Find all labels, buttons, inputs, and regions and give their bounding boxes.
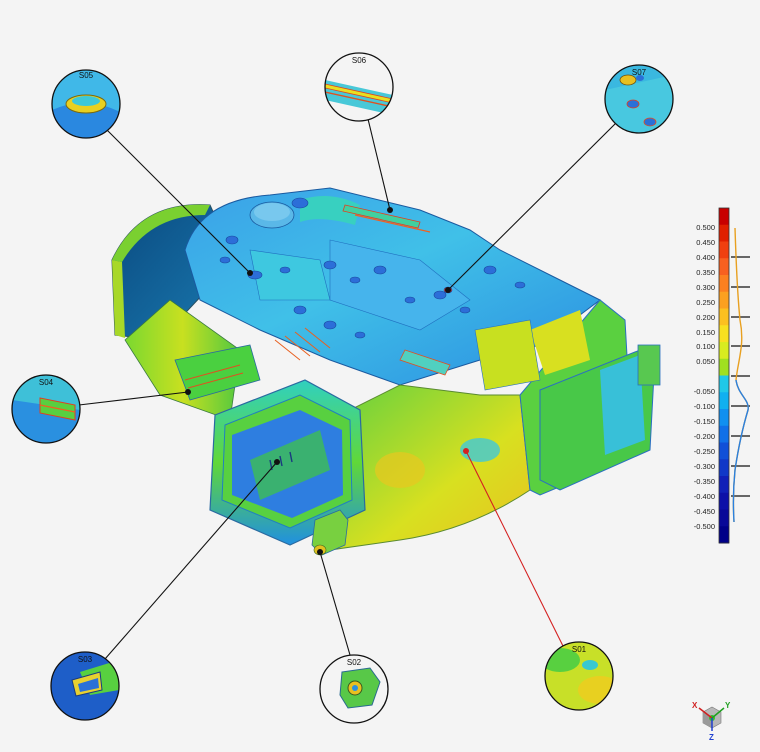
callout-s01[interactable]: S01 — [540, 641, 622, 711]
color-scale-label: 0.350 — [696, 268, 715, 277]
leader-s05 — [104, 127, 251, 274]
color-scale-label: -0.100 — [694, 402, 715, 411]
color-scale-label: -0.200 — [694, 432, 715, 441]
color-scale-ticks — [731, 256, 750, 497]
leader-s07 — [447, 122, 617, 291]
leader-s01 — [465, 450, 564, 647]
callout-label-s06: S06 — [352, 56, 367, 65]
color-scale-swatch — [719, 308, 729, 326]
callout-label-s07: S07 — [632, 68, 647, 77]
anchor-s07 — [445, 287, 451, 293]
leader-lines — [78, 118, 617, 660]
color-scale-swatch — [719, 258, 729, 276]
color-scale-swatch — [719, 425, 729, 443]
color-scale-label: -0.450 — [694, 507, 715, 516]
anchor-s03 — [274, 459, 280, 465]
callout-s05[interactable]: S05 — [51, 69, 121, 139]
color-scale-label: 0.500 — [696, 223, 715, 232]
color-scale-swatch — [719, 241, 729, 259]
leader-s04 — [78, 391, 189, 406]
color-scale-swatch — [719, 342, 729, 360]
color-scale-swatch — [719, 291, 729, 309]
color-scale-swatch — [719, 358, 729, 376]
leader-anchors — [185, 207, 469, 555]
color-scale-swatch — [719, 459, 729, 477]
color-scale-label: 0.100 — [696, 342, 715, 351]
color-scale-swatch — [719, 208, 729, 226]
color-scale-label: 0.150 — [696, 328, 715, 337]
color-scale-label: 0.250 — [696, 298, 715, 307]
anchor-s01 — [463, 448, 469, 454]
callout-s03[interactable]: S03 — [50, 651, 120, 721]
callout-label-s01: S01 — [572, 645, 587, 654]
color-scale-label: -0.350 — [694, 477, 715, 486]
color-scale-labels: 0.500 0.450 0.400 0.350 0.300 0.250 0.200 0.150… — [694, 223, 715, 531]
callout-s06[interactable]: S06 — [324, 52, 394, 122]
color-scale-label: 0.450 — [696, 238, 715, 247]
leader-s06 — [367, 118, 391, 211]
callout-label-s03: S03 — [78, 655, 93, 664]
anchor-s06 — [387, 207, 393, 213]
color-scale-swatch — [719, 509, 729, 527]
callout-label-s04: S04 — [39, 378, 54, 387]
color-scale-label: -0.150 — [694, 417, 715, 426]
leader-s03 — [104, 461, 278, 660]
axis-z-label: Z — [709, 733, 714, 742]
color-scale-bar — [718, 207, 730, 544]
color-scale-label: 0.300 — [696, 283, 715, 292]
anchor-s05 — [247, 270, 253, 276]
color-scale-swatch — [719, 275, 729, 293]
color-scale-swatch — [719, 325, 729, 343]
callout-label-s05: S05 — [79, 71, 94, 80]
deviation-part-model — [111, 187, 661, 556]
color-scale-label: -0.400 — [694, 492, 715, 501]
color-scale-label: 0.200 — [696, 313, 715, 322]
callout-s07[interactable]: S07 — [604, 64, 674, 134]
color-scale-label: 0.050 — [696, 357, 715, 366]
color-scale-legend: 0.500 0.450 0.400 0.350 0.300 0.250 0.200 0.150… — [694, 207, 750, 544]
color-scale-swatch — [719, 476, 729, 494]
callout-s04[interactable]: S04 — [11, 374, 81, 444]
callout-label-s02: S02 — [347, 658, 362, 667]
color-scale-swatch — [719, 442, 729, 460]
color-scale-swatch — [719, 392, 729, 410]
color-scale-swatch — [719, 375, 729, 393]
distribution-curve-icon — [732, 227, 749, 523]
color-scale-label: -0.500 — [694, 522, 715, 531]
leader-s02 — [319, 551, 351, 656]
callout-s02[interactable]: S02 — [319, 654, 389, 724]
axis-triad-icon[interactable]: X Y Z — [692, 701, 731, 742]
anchor-s04 — [185, 389, 191, 395]
color-scale-swatch — [719, 492, 729, 510]
color-scale-label: -0.050 — [694, 387, 715, 396]
axis-y-label: Y — [725, 701, 731, 710]
color-scale-label: 0.400 — [696, 253, 715, 262]
color-scale-swatch — [719, 224, 729, 242]
color-scale-swatch — [719, 526, 729, 544]
axis-x-label: X — [692, 701, 698, 710]
anchor-s02 — [317, 549, 323, 555]
color-scale-label: -0.250 — [694, 447, 715, 456]
color-scale-label: -0.300 — [694, 462, 715, 471]
color-scale-swatch — [719, 409, 729, 427]
